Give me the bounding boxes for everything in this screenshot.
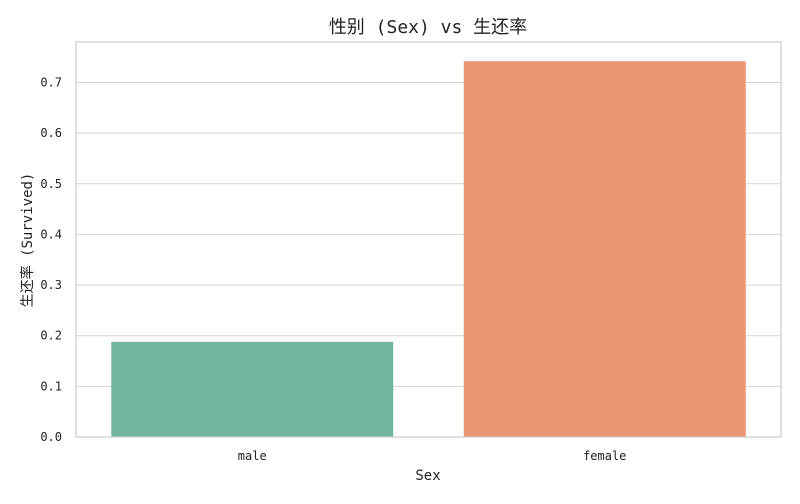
chart-title: 性别 (Sex) vs 生还率 [329, 17, 527, 38]
y-axis-label: 生还率 (Survived) [19, 173, 36, 308]
y-ticks: 0.0 0.1 0.2 0.3 0.4 0.5 0.6 0.7 [40, 76, 62, 444]
bars [111, 61, 746, 437]
plot-frame [75, 41, 782, 438]
y-tick-label: 0.3 [40, 278, 62, 292]
y-tick-label: 0.2 [40, 329, 62, 343]
y-tick-label: 0.4 [40, 227, 62, 241]
y-tick-label: 0.6 [40, 126, 62, 140]
x-ticks: male female [238, 449, 627, 463]
bar-male [111, 341, 394, 437]
x-axis-label: Sex [415, 468, 440, 484]
y-tick-label: 0.1 [40, 379, 62, 393]
y-tick-label: 0.0 [40, 430, 62, 444]
x-tick-label-male: male [238, 449, 267, 463]
y-tick-label: 0.5 [40, 177, 62, 191]
bar-female [463, 61, 746, 437]
x-tick-label-female: female [583, 449, 626, 463]
y-tick-label: 0.7 [40, 76, 62, 90]
